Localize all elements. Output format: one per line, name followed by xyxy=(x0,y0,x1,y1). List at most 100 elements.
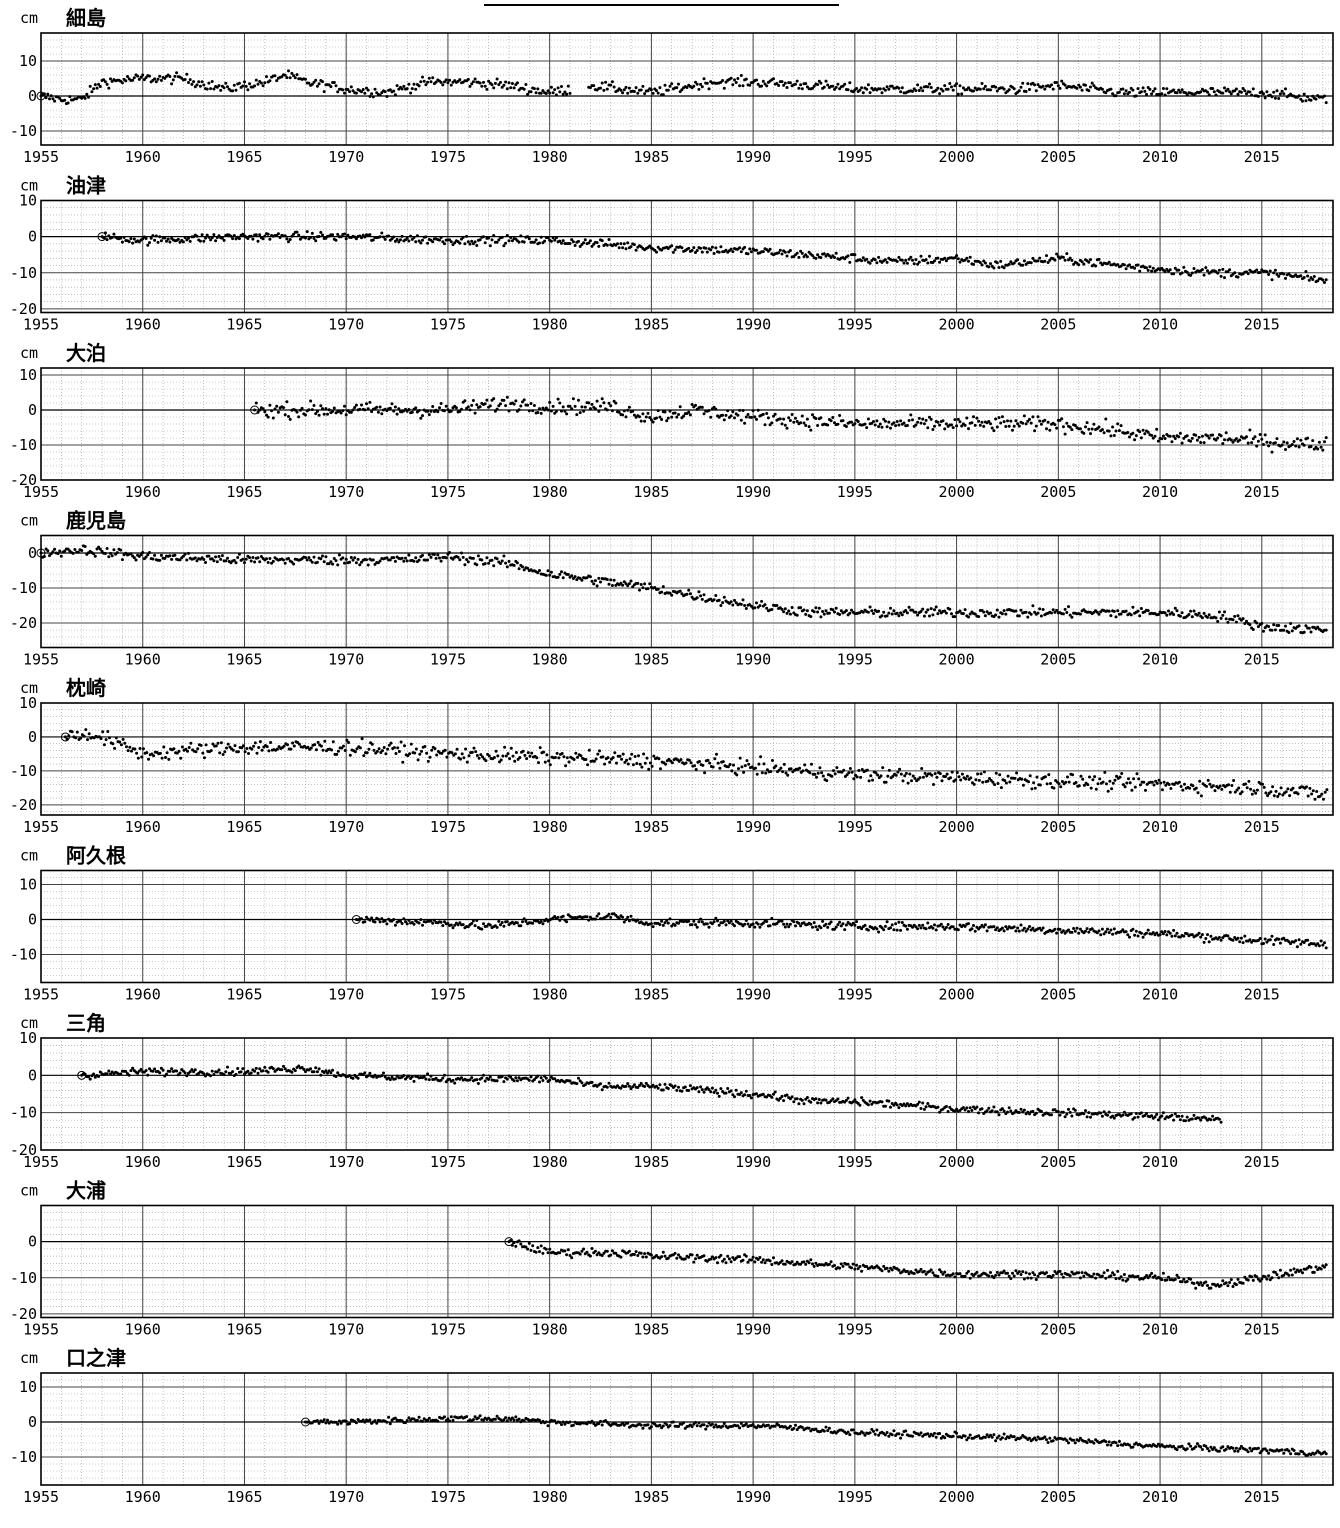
data-point xyxy=(196,747,200,751)
data-point xyxy=(997,615,1001,619)
data-point xyxy=(420,749,423,753)
data-point xyxy=(1028,417,1031,421)
data-point xyxy=(695,82,699,86)
data-point xyxy=(361,88,365,91)
data-point xyxy=(1216,271,1220,275)
data-point xyxy=(527,409,531,413)
data-point xyxy=(661,93,665,97)
data-point xyxy=(1131,927,1135,931)
data-point xyxy=(1052,786,1056,790)
data-point xyxy=(307,81,311,85)
data-point xyxy=(504,754,508,758)
data-point xyxy=(860,768,864,771)
data-point xyxy=(622,920,626,924)
data-point xyxy=(1228,268,1232,272)
data-point xyxy=(410,410,414,414)
data-point xyxy=(400,234,404,238)
data-point xyxy=(1243,89,1247,93)
data-point xyxy=(519,924,523,928)
data-point xyxy=(419,241,423,245)
data-point xyxy=(724,923,728,927)
data-point xyxy=(348,560,352,564)
data-point xyxy=(706,758,710,762)
data-point xyxy=(700,405,704,409)
data-point xyxy=(148,74,151,78)
data-point xyxy=(417,409,421,412)
data-point xyxy=(460,407,463,411)
data-point xyxy=(370,742,374,746)
data-point xyxy=(1282,440,1286,444)
data-point xyxy=(555,751,559,755)
data-point xyxy=(946,87,950,91)
data-point xyxy=(1301,99,1304,103)
data-point xyxy=(200,233,204,237)
data-point xyxy=(1126,431,1130,434)
data-point xyxy=(666,88,670,92)
unit-label: cm xyxy=(20,679,38,697)
data-point xyxy=(101,730,105,734)
data-point xyxy=(738,246,742,250)
data-point xyxy=(478,405,482,409)
data-point xyxy=(785,86,789,89)
data-point xyxy=(488,923,492,927)
data-point xyxy=(660,919,664,923)
data-point xyxy=(417,921,421,925)
data-point xyxy=(1121,928,1125,932)
data-point xyxy=(104,738,108,742)
x-tick-label: 1965 xyxy=(226,651,262,669)
data-point xyxy=(297,415,301,419)
data-point xyxy=(834,85,838,89)
data-point xyxy=(509,86,513,90)
data-point xyxy=(820,771,824,775)
data-point xyxy=(353,406,357,409)
data-point xyxy=(109,551,112,555)
data-point xyxy=(431,240,435,244)
data-point xyxy=(195,559,199,563)
data-point xyxy=(197,80,201,84)
data-point xyxy=(322,90,326,94)
data-point xyxy=(588,915,592,919)
data-point xyxy=(651,925,655,929)
data-point xyxy=(852,777,856,781)
data-point xyxy=(304,413,307,417)
data-point xyxy=(1287,272,1291,276)
data-point xyxy=(256,556,260,560)
data-point xyxy=(981,780,985,784)
data-point xyxy=(268,403,272,407)
data-point xyxy=(889,926,892,930)
data-point xyxy=(348,753,352,757)
data-point xyxy=(345,738,349,742)
data-point xyxy=(951,925,955,929)
data-point xyxy=(439,559,443,563)
data-point xyxy=(987,265,991,269)
data-point xyxy=(407,553,411,557)
data-point xyxy=(570,574,574,578)
data-point xyxy=(688,413,692,417)
data-point xyxy=(327,408,331,412)
data-point xyxy=(1317,440,1321,444)
data-point xyxy=(1159,781,1163,785)
data-point xyxy=(319,230,323,234)
data-point xyxy=(860,927,864,931)
data-point xyxy=(816,83,820,87)
data-point xyxy=(866,928,870,932)
data-point xyxy=(772,77,775,81)
data-point xyxy=(955,424,959,428)
data-point xyxy=(656,91,660,95)
data-point xyxy=(665,419,669,423)
data-point xyxy=(985,929,989,933)
data-point xyxy=(314,78,318,82)
data-point xyxy=(1132,777,1136,781)
data-point xyxy=(1137,777,1141,781)
data-point xyxy=(1111,781,1115,785)
data-point xyxy=(226,556,229,560)
data-point xyxy=(755,417,758,421)
data-point xyxy=(1022,414,1026,418)
data-point xyxy=(475,244,479,247)
data-point xyxy=(1284,87,1287,91)
data-point xyxy=(1102,431,1106,435)
data-point xyxy=(215,560,219,564)
data-point xyxy=(1006,927,1009,931)
data-point xyxy=(343,232,346,236)
data-point xyxy=(804,253,808,257)
